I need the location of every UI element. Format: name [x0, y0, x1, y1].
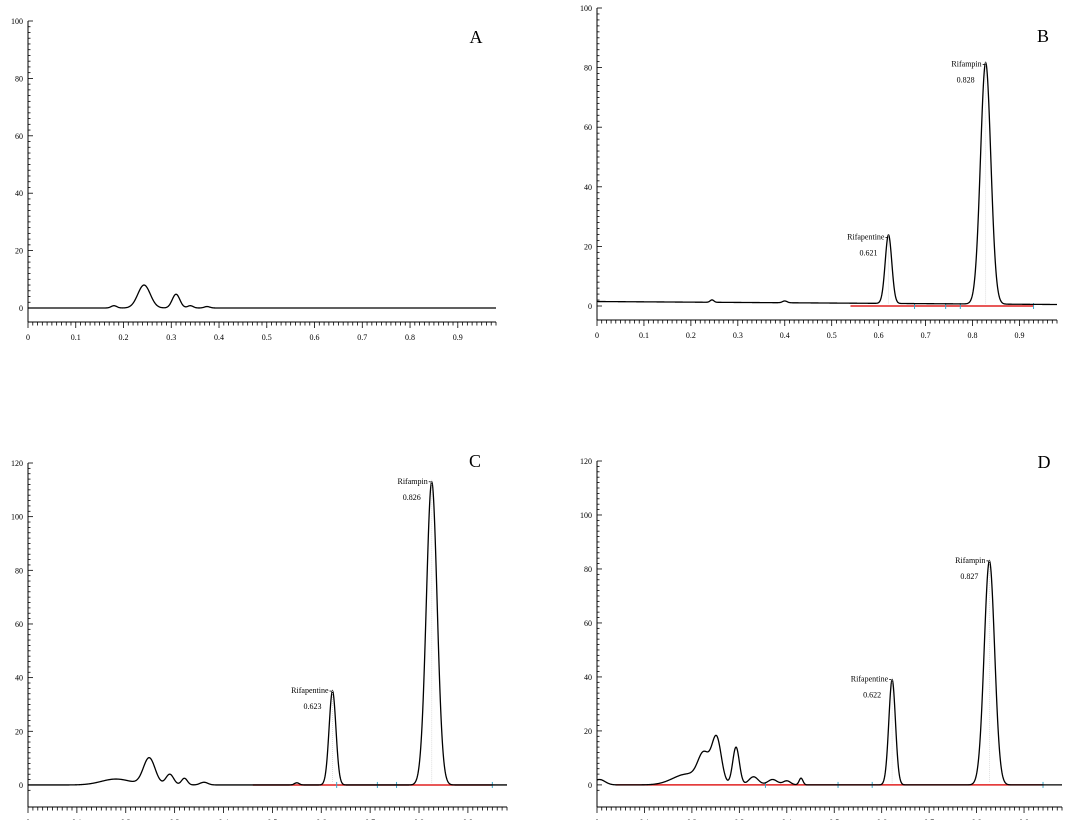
x-tick-label: 0.7: [921, 331, 931, 340]
y-tick-label: 20: [584, 242, 592, 251]
x-tick-label: 0.6: [316, 818, 326, 820]
x-tick-label: 0.8: [972, 818, 982, 820]
x-tick-label: 0: [26, 333, 30, 342]
chromatogram-panel-b: 0 20 40 60 80 100 0 0.1 0.2 0.3 0.4 0.5 0.6 0.7 0.8 0.9…: [580, 4, 1058, 340]
x-tick-label: 0.9: [463, 818, 473, 820]
x-tick-label: 0.8: [968, 331, 978, 340]
chromatogram-trace: [28, 481, 507, 786]
x-tick-label: 0.2: [686, 331, 696, 340]
x-tick-label: 0.4: [782, 818, 792, 820]
x-tick-label: 0.7: [365, 818, 375, 820]
y-tick-label: 40: [15, 189, 23, 198]
peak-name-label: Rifapentine: [291, 686, 329, 695]
y-tick-label: 80: [584, 64, 592, 73]
y-tick-label: 60: [15, 620, 23, 629]
x-tick-label: 0.4: [780, 331, 790, 340]
y-tick-label: 120: [11, 459, 23, 468]
x-tick-label: 0.2: [121, 818, 131, 820]
y-tick-label: 100: [11, 513, 23, 522]
y-tick-label: 0: [588, 302, 592, 311]
x-tick-label: 0.2: [687, 818, 697, 820]
x-tick-label: 0.1: [639, 818, 649, 820]
panel-letter: B: [1037, 26, 1049, 46]
y-tick-label: 80: [15, 74, 23, 83]
y-tick-label: 0: [588, 781, 592, 790]
chromatogram-panel-d: 0 20 40 60 80 100 120 0 0.1 0.2 0.3 0.4 0.5 0.6 0.7 0.8…: [580, 452, 1063, 820]
panel-letter: D: [1038, 452, 1051, 472]
y-tick-label: 100: [580, 511, 592, 520]
y-tick-label: 40: [15, 674, 23, 683]
y-tick-label: 0: [19, 781, 23, 790]
x-tick-label: 0.3: [170, 818, 180, 820]
peak-name-label: Rifampin: [398, 477, 428, 486]
x-tick-label: 0: [595, 331, 599, 340]
y-tick-label: 60: [584, 123, 592, 132]
x-tick-label: 0.6: [310, 333, 320, 342]
y-tick-label: 0: [19, 304, 23, 313]
chromatogram-panel-c: 0 20 40 60 80 100 120 0 0.1 0.2 0.3 0.4 0.5 0.6 0.7 0.8…: [11, 451, 508, 820]
x-tick-label: 0.1: [639, 331, 649, 340]
y-tick-label: 40: [584, 673, 592, 682]
panel-letter: A: [470, 27, 483, 47]
y-tick-label: 100: [11, 17, 23, 26]
y-tick-label: 60: [15, 132, 23, 141]
y-tick-label: 60: [584, 619, 592, 628]
y-tick-label: 20: [15, 247, 23, 256]
y-tick-label: 20: [15, 727, 23, 736]
x-tick-label: 0.8: [414, 818, 424, 820]
x-tick-label: 0.3: [733, 331, 743, 340]
peak-name-label: Rifampin: [951, 60, 981, 69]
x-tick-label: 0.7: [357, 333, 367, 342]
y-tick-label: 100: [580, 4, 592, 13]
x-tick-label: 0.5: [262, 333, 272, 342]
x-tick-label: 0.6: [874, 331, 884, 340]
peak-name-label: Rifampin: [955, 556, 985, 565]
chromatogram-panel-a: 0 20 40 60 80 100 0 0.1 0.2 0.3 0.4 0.5 0.6 0.7 0.8 0.9…: [11, 17, 497, 342]
x-tick-label: 0.8: [405, 333, 415, 342]
x-tick-label: 0.7: [924, 818, 934, 820]
x-tick-label: 0.6: [877, 818, 887, 820]
panel-letter: C: [469, 451, 481, 471]
chromatogram-trace: [597, 61, 1057, 306]
peak-retention-time: 0.622: [863, 691, 881, 700]
peak-retention-time: 0.623: [304, 702, 322, 711]
x-tick-label: 0.3: [734, 818, 744, 820]
peak-name-label: Rifapentine: [851, 675, 889, 684]
x-tick-label: 0.5: [267, 818, 277, 820]
chromatogram-trace: [28, 284, 496, 309]
y-tick-label: 80: [584, 565, 592, 574]
chromatogram-trace: [596, 560, 1062, 786]
y-tick-label: 20: [584, 727, 592, 736]
x-tick-label: 0.9: [1014, 331, 1024, 340]
peak-retention-time: 0.828: [957, 76, 975, 85]
x-tick-label: 0.2: [119, 333, 129, 342]
peak-name-label: Rifapentine: [847, 232, 885, 241]
x-tick-label: 0.1: [72, 818, 82, 820]
x-tick-label: 0.5: [827, 331, 837, 340]
x-tick-label: 0.4: [214, 333, 224, 342]
peak-retention-time: 0.621: [859, 248, 877, 257]
x-tick-label: 0.9: [453, 333, 463, 342]
y-tick-label: 80: [15, 566, 23, 575]
peak-retention-time: 0.827: [960, 572, 978, 581]
x-tick-label: 0: [595, 818, 599, 820]
peak-retention-time: 0.826: [403, 493, 421, 502]
x-tick-label: 0.1: [71, 333, 81, 342]
x-tick-label: 0.5: [829, 818, 839, 820]
x-tick-label: 0.4: [219, 818, 229, 820]
y-tick-label: 40: [584, 183, 592, 192]
x-tick-label: 0.9: [1019, 818, 1029, 820]
x-tick-label: 0: [26, 818, 30, 820]
x-tick-label: 0.3: [166, 333, 176, 342]
y-tick-label: 120: [580, 457, 592, 466]
